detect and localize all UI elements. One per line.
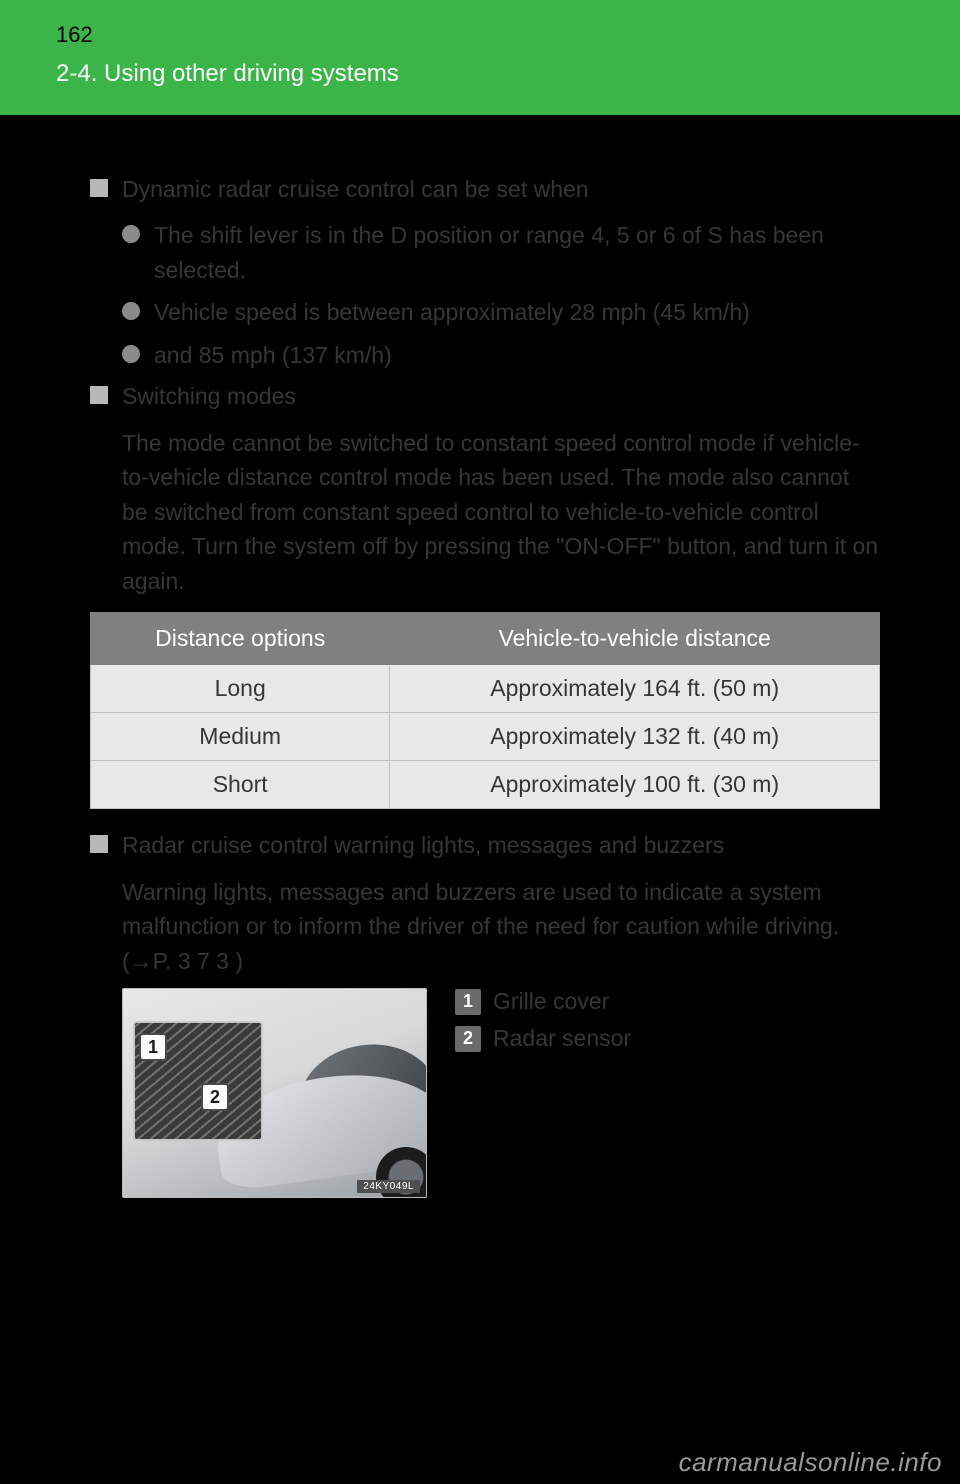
- sensor-label: Grille cover: [493, 988, 609, 1015]
- sensor-label-row: 2 Radar sensor: [455, 1025, 631, 1052]
- heading-dynamic-radar: Dynamic radar cruise control can be set …: [90, 173, 880, 206]
- table-row: Medium Approximately 132 ft. (40 m): [91, 713, 880, 761]
- table-cell: Short: [91, 761, 390, 809]
- page-content: Dynamic radar cruise control can be set …: [0, 115, 960, 1198]
- section-title: 2-4. Using other driving systems: [56, 60, 399, 88]
- body-paragraph: The mode cannot be switched to constant …: [122, 426, 880, 599]
- table-row: Short Approximately 100 ft. (30 m): [91, 761, 880, 809]
- num-box-icon: 2: [455, 1026, 481, 1052]
- heading-radar-warnings: Radar cruise control warning lights, mes…: [90, 829, 880, 862]
- bullet-item: and 85 mph (137 km/h): [122, 338, 880, 373]
- image-caption: 24KY049L: [357, 1180, 420, 1193]
- table-cell: Approximately 164 ft. (50 m): [390, 665, 880, 713]
- image-callout-1: 1: [139, 1033, 167, 1061]
- table-header: Distance options: [91, 613, 390, 665]
- car-image: 1 2 24KY049L: [122, 988, 427, 1198]
- page-number: 162: [56, 22, 93, 48]
- header-band: 162 2-4. Using other driving systems: [0, 0, 960, 115]
- circle-bullet-icon: [122, 302, 140, 320]
- circle-bullet-icon: [122, 345, 140, 363]
- bullet-item: The shift lever is in the D position or …: [122, 218, 880, 287]
- sensor-label-row: 1 Grille cover: [455, 988, 631, 1015]
- table-cell: Approximately 100 ft. (30 m): [390, 761, 880, 809]
- square-bullet-icon: [90, 835, 108, 853]
- body-paragraph: Warning lights, messages and buzzers are…: [122, 875, 880, 979]
- sensor-label: Radar sensor: [493, 1025, 631, 1052]
- sensor-row: 1 2 24KY049L 1 Grille cover 2 Radar sens…: [122, 988, 880, 1198]
- square-bullet-icon: [90, 386, 108, 404]
- image-callout-2: 2: [201, 1083, 229, 1111]
- distance-table: Distance options Vehicle-to-vehicle dist…: [90, 612, 880, 809]
- num-box-icon: 1: [455, 989, 481, 1015]
- table-row: Long Approximately 164 ft. (50 m): [91, 665, 880, 713]
- table-cell: Medium: [91, 713, 390, 761]
- square-bullet-icon: [90, 179, 108, 197]
- circle-bullet-icon: [122, 225, 140, 243]
- sensor-labels: 1 Grille cover 2 Radar sensor: [455, 988, 631, 1062]
- heading-switching-modes: Switching modes: [90, 380, 880, 413]
- table-header: Vehicle-to-vehicle distance: [390, 613, 880, 665]
- table-cell: Approximately 132 ft. (40 m): [390, 713, 880, 761]
- bullet-item: Vehicle speed is between approximately 2…: [122, 295, 880, 330]
- watermark: carmanualsonline.info: [679, 1447, 942, 1478]
- table-cell: Long: [91, 665, 390, 713]
